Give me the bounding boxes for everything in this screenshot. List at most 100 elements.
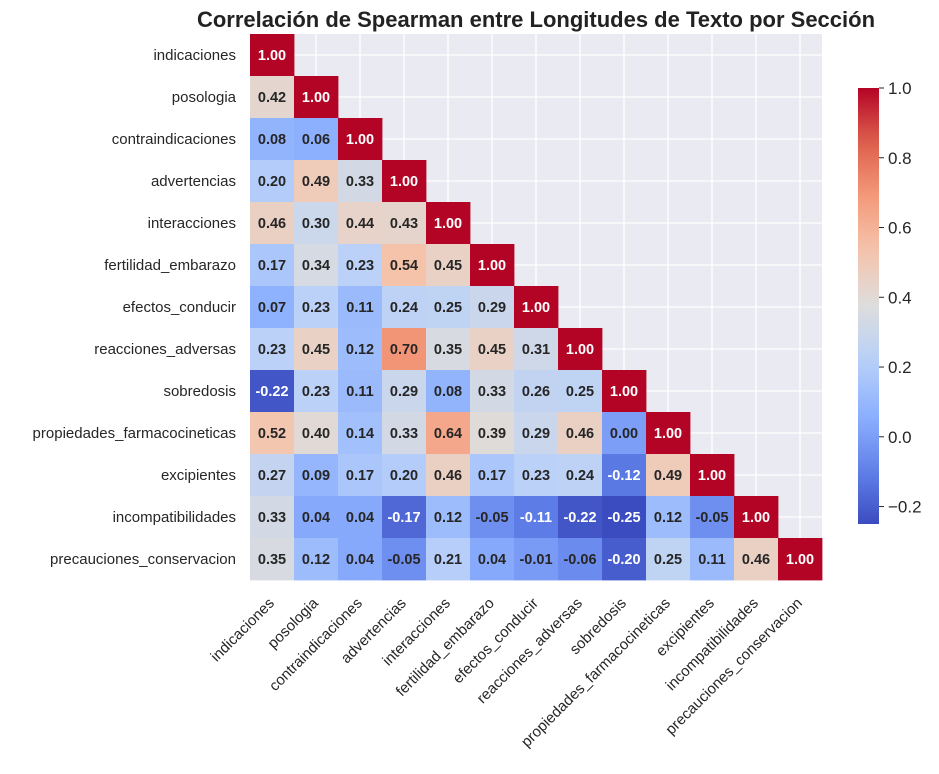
- cell-value-label: 0.04: [346, 510, 374, 526]
- heatmap-cell: [426, 328, 471, 371]
- heatmap-cell: [382, 454, 427, 497]
- cell-value-label: 0.39: [478, 426, 506, 442]
- row-tick-label: propiedades_farmacocineticas: [33, 425, 236, 442]
- cell-value-label: 0.26: [522, 384, 550, 400]
- cell-value-label: 0.20: [258, 174, 286, 190]
- cell-value-label: -0.01: [519, 552, 552, 568]
- heatmap-cell: [646, 454, 691, 497]
- colorbar-tick-label: 0.6: [888, 219, 912, 238]
- row-tick-label: contraindicaciones: [112, 131, 236, 148]
- cell-value-label: 0.29: [390, 384, 418, 400]
- cell-value-label: 0.70: [390, 342, 418, 358]
- heatmap-cell: [470, 496, 515, 539]
- heatmap-cell: [558, 454, 603, 497]
- cell-value-label: -0.05: [387, 552, 420, 568]
- cell-value-label: -0.17: [387, 510, 420, 526]
- heatmap-cell: [426, 538, 471, 581]
- heatmap-cell: [646, 412, 691, 455]
- heatmap-cell: [602, 538, 647, 581]
- heatmap-cell: [470, 286, 515, 329]
- cell-value-label: 0.42: [258, 90, 286, 106]
- heatmap-cell: [294, 454, 339, 497]
- heatmap-cell: [514, 412, 559, 455]
- cell-value-label: 1.00: [742, 510, 770, 526]
- heatmap-cell: [294, 412, 339, 455]
- cell-value-label: 1.00: [522, 300, 550, 316]
- heatmap-cell: [250, 496, 295, 539]
- cell-value-label: -0.06: [563, 552, 596, 568]
- cell-value-label: 0.31: [522, 342, 550, 358]
- cell-value-label: 0.46: [258, 216, 286, 232]
- cell-value-label: 0.29: [478, 300, 506, 316]
- heatmap-cell: [426, 496, 471, 539]
- heatmap-cell: [338, 160, 383, 203]
- cell-value-label: 0.23: [302, 300, 330, 316]
- cell-value-label: 0.34: [302, 258, 330, 274]
- cell-value-label: 1.00: [698, 468, 726, 484]
- heatmap-cell: [602, 412, 647, 455]
- heatmap-cell: [250, 412, 295, 455]
- heatmap-cell: [294, 328, 339, 371]
- heatmap-cell: [338, 202, 383, 245]
- heatmap-cell: [514, 328, 559, 371]
- cell-value-label: 0.44: [346, 216, 374, 232]
- cell-value-label: 0.11: [698, 552, 725, 568]
- heatmap-cell: [734, 538, 779, 581]
- row-labels: indicaciones posologia contraindicaciones a…: [33, 47, 237, 568]
- heatmap-cell: [382, 160, 427, 203]
- cell-value-label: 0.11: [346, 384, 373, 400]
- heatmap-cell: [338, 328, 383, 371]
- heatmap-cell: [646, 538, 691, 581]
- heatmap-cell: [338, 286, 383, 329]
- cell-value-label: 0.21: [434, 552, 462, 568]
- heatmap-cell: [250, 118, 295, 161]
- colorbar: −0.2 0.0 0.2 0.4 0.6 0.8 1.0: [858, 79, 922, 524]
- cell-value-label: 0.54: [390, 258, 418, 274]
- cell-value-label: 0.08: [258, 132, 286, 148]
- heatmap-cell: [338, 244, 383, 287]
- cell-value-label: 0.04: [478, 552, 506, 568]
- cell-value-label: 0.23: [522, 468, 550, 484]
- heatmap-cell: [470, 454, 515, 497]
- cell-value-label: -0.05: [695, 510, 728, 526]
- cell-value-label: 0.17: [478, 468, 506, 484]
- heatmap-cell: [426, 202, 471, 245]
- cell-value-label: 1.00: [566, 342, 594, 358]
- cell-value-label: 0.09: [302, 468, 330, 484]
- cell-value-label: 0.08: [434, 384, 462, 400]
- heatmap-cell: [294, 202, 339, 245]
- heatmap-cell: [382, 496, 427, 539]
- heatmap-cell: [250, 538, 295, 581]
- row-tick-label: advertencias: [151, 173, 236, 190]
- cell-value-label: -0.25: [607, 510, 640, 526]
- heatmap-cell: [470, 328, 515, 371]
- cell-value-label: 1.00: [434, 216, 462, 232]
- heatmap-cell: [558, 538, 603, 581]
- cell-value-label: -0.22: [563, 510, 596, 526]
- cell-value-label: 0.06: [302, 132, 330, 148]
- cell-value-label: 0.33: [390, 426, 418, 442]
- heatmap-cell: [338, 538, 383, 581]
- heatmap-cell: [294, 538, 339, 581]
- cell-value-label: 1.00: [302, 90, 330, 106]
- heatmap-cell: [426, 412, 471, 455]
- cell-value-label: 0.12: [654, 510, 682, 526]
- heatmap-cell: [294, 76, 339, 119]
- cell-value-label: 0.00: [610, 426, 638, 442]
- heatmap-cell: [250, 160, 295, 203]
- cell-value-label: 0.64: [434, 426, 462, 442]
- heatmap-cell: [470, 538, 515, 581]
- cell-value-label: 1.00: [258, 48, 286, 64]
- row-tick-label: precauciones_conservacion: [50, 551, 236, 568]
- heatmap-cell: [558, 496, 603, 539]
- cell-value-label: -0.12: [607, 468, 640, 484]
- heatmap-cell: [250, 244, 295, 287]
- cell-value-label: 0.46: [566, 426, 594, 442]
- heatmap-cell: [602, 496, 647, 539]
- cell-value-label: 0.49: [654, 468, 682, 484]
- cell-value-label: -0.20: [607, 552, 640, 568]
- cell-value-label: 0.12: [302, 552, 330, 568]
- heatmap-cell: [514, 496, 559, 539]
- heatmap-cell: [294, 118, 339, 161]
- cell-value-label: 0.04: [302, 510, 330, 526]
